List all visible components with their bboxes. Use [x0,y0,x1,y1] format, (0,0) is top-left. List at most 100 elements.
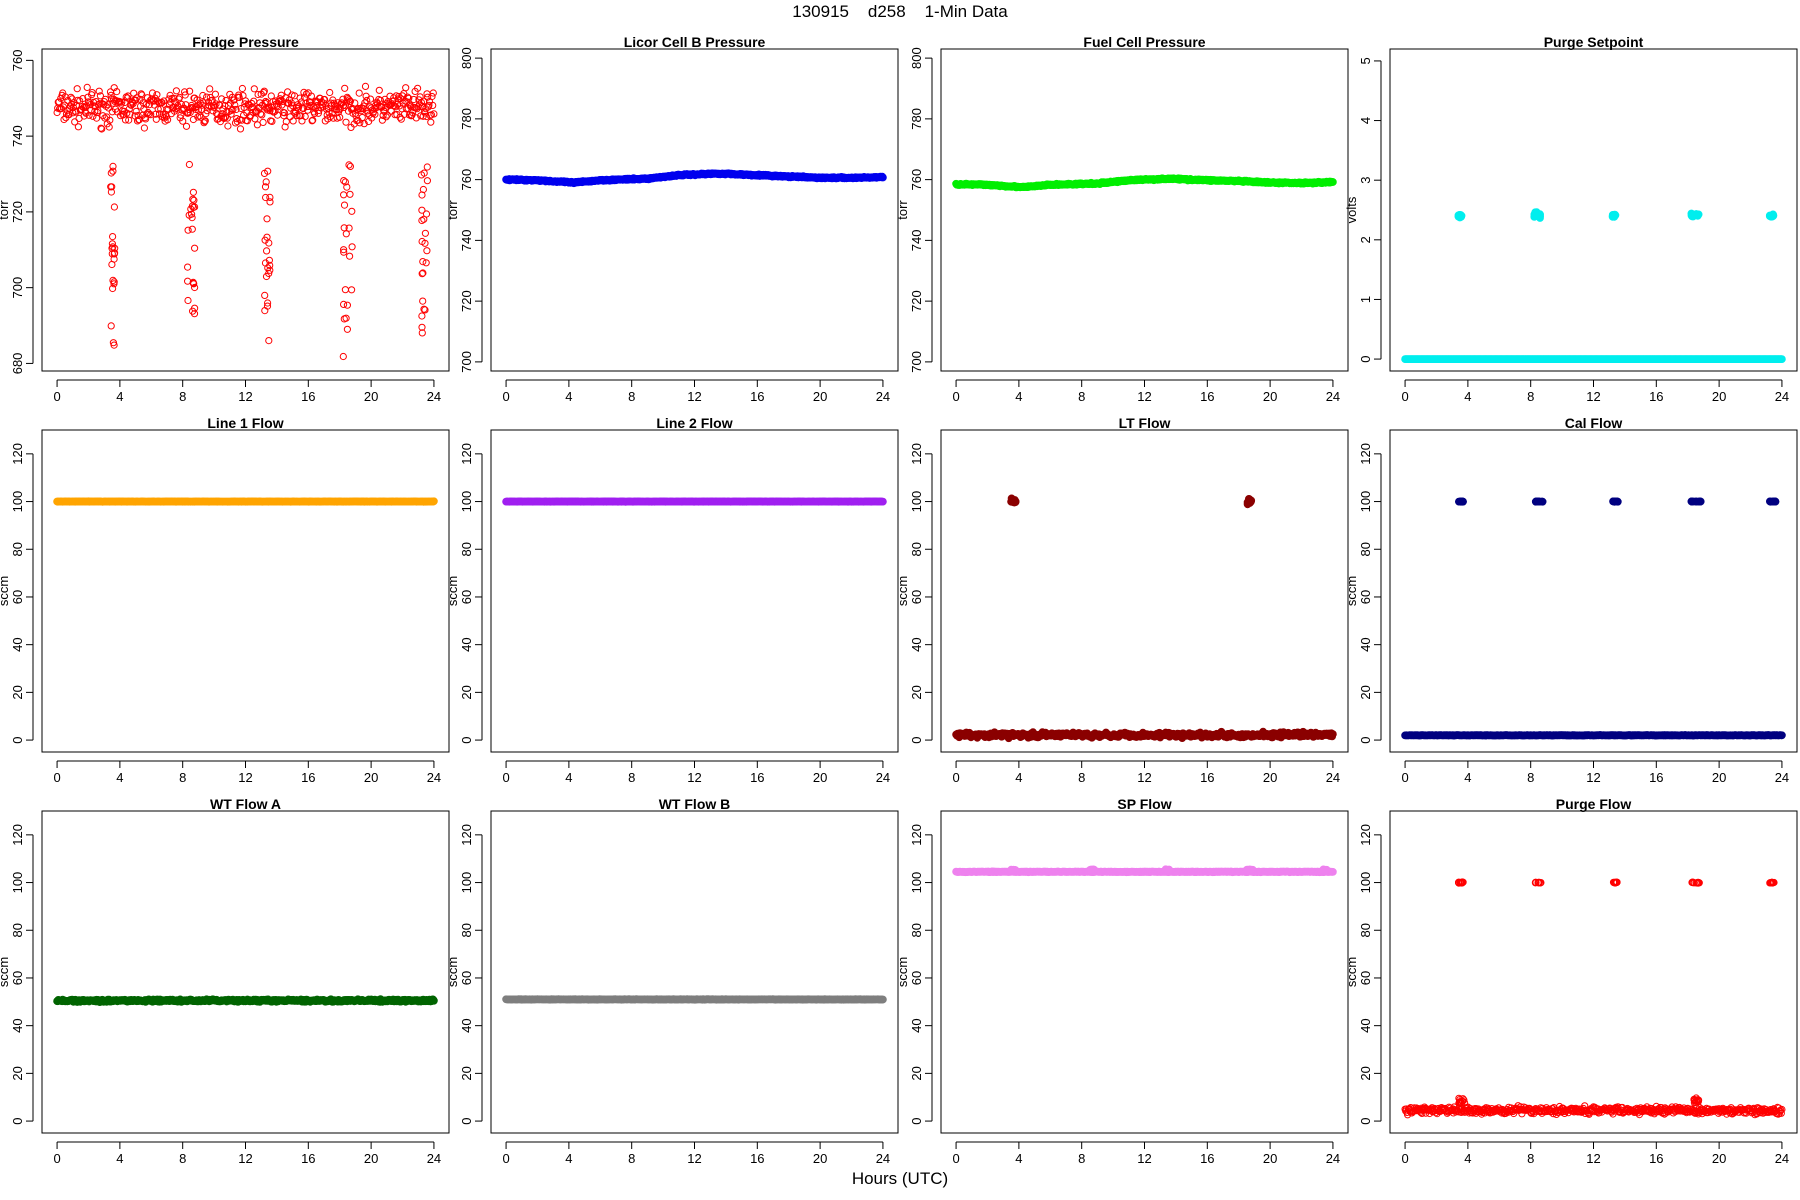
data-point [113,88,121,96]
data-point [158,99,166,107]
data-point [184,263,192,271]
x-tick-label: 4 [565,770,572,785]
data-point [233,115,241,123]
data-point [266,193,274,201]
y-tick-label: 760 [909,169,924,191]
x-axis: 0 4 8 12 16 20 24 [53,760,441,785]
data-point [189,195,197,203]
y-axis-label: volts [1344,196,1359,223]
data-point [67,93,75,101]
y-tick-label: 740 [909,230,924,252]
data-point [418,329,426,337]
data-point [132,107,140,115]
data-point [203,93,211,101]
data-point [319,99,327,107]
y-axis-label: torr [445,200,460,220]
data-point [428,92,436,101]
x-tick-label: 20 [1712,770,1726,785]
y-tick-label: 40 [909,637,924,651]
data-point [419,269,427,277]
x-tick-label: 0 [53,1151,60,1166]
y-tick-label: 700 [459,351,474,373]
y-axis-label: sccm [895,576,910,606]
data-point [185,211,193,219]
y-tick-label: 0 [459,736,474,743]
y-tick-label: 120 [909,443,924,465]
data-point [265,256,273,264]
y-axis-label: sccm [1344,576,1359,606]
data-point [360,120,368,128]
x-tick-label: 12 [238,389,252,404]
data-point [109,284,117,293]
y-axis-label: sccm [445,576,460,606]
panel-title: WT Flow A [210,796,281,812]
x-tick-label: 16 [301,770,315,785]
figure-title: 130915 d258 1-Min Data [792,2,1008,21]
data-point [250,85,258,93]
data-point [186,87,194,95]
x-tick-label: 24 [427,770,441,785]
data-point [97,124,105,132]
data-point [98,125,106,133]
data-point [361,99,369,107]
x-tick-label: 0 [952,389,959,404]
data-point [346,190,354,198]
y-tick-label: 40 [1358,637,1373,651]
data-point [153,91,161,99]
data-point [191,203,199,211]
data-point [109,167,117,175]
x-axis: 0 4 8 12 16 20 24 [1401,760,1789,785]
y-tick-label: 720 [459,290,474,312]
data-point [410,95,418,104]
x-tick-label: 16 [750,389,764,404]
y-tick-label: 5 [1358,57,1373,64]
data-point [314,109,322,117]
data-point [1455,497,1464,506]
x-tick-label: 12 [1586,389,1600,404]
data-point [1329,730,1337,738]
data-point [108,240,117,248]
data-point [124,92,132,100]
data-point [262,97,270,106]
data-points [952,494,1337,743]
data-point [188,225,196,233]
data-point [211,90,219,98]
data-point [134,111,142,120]
data-point [282,118,290,126]
data-point [430,110,438,118]
x-tick-label: 12 [687,770,701,785]
data-point [1246,497,1255,506]
data-point [1533,497,1541,506]
data-point [191,283,199,292]
data-point [307,92,315,100]
data-point [1687,210,1696,218]
y-tick-label: 80 [909,542,924,556]
x-tick-label: 24 [427,1151,441,1166]
data-point [73,85,81,93]
data-point [189,278,197,286]
data-point [403,93,412,101]
y-tick-label: 20 [459,685,474,699]
y-tick-label: 100 [10,872,25,894]
data-points [53,995,438,1006]
x-tick-label: 20 [1263,770,1277,785]
x-tick-label: 4 [565,389,572,404]
y-tick-label: 760 [459,169,474,191]
data-point [284,88,292,96]
x-tick-label: 4 [1015,389,1022,404]
data-point [111,244,119,252]
data-point [194,113,202,121]
y-tick-label: 60 [459,590,474,604]
x-tick-label: 12 [1137,770,1151,785]
data-point [348,207,356,215]
y-tick-label: 120 [10,443,25,465]
x-tick-label: 8 [628,770,635,785]
x-tick-label: 8 [1078,389,1085,404]
